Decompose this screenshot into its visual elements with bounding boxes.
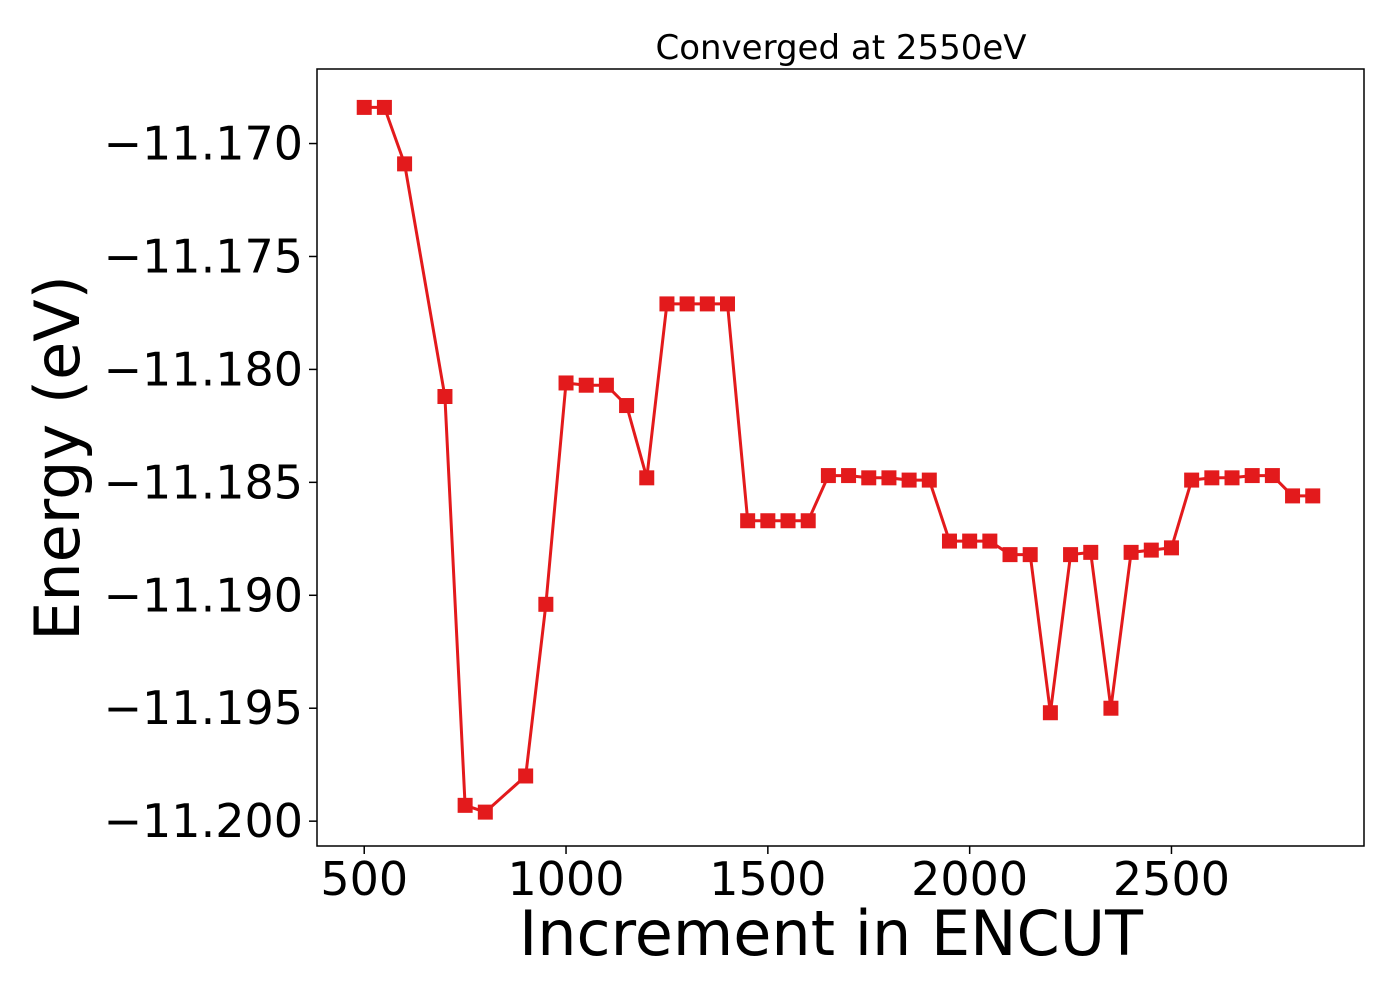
data-point-marker (639, 470, 655, 486)
data-point-marker (941, 533, 957, 549)
data-point-marker (881, 470, 897, 486)
data-point-marker (962, 533, 978, 549)
y-axis: −11.170 −11.175 −11.180 −11.185 −11.190 −11.1… (104, 117, 317, 848)
data-point-marker (1103, 700, 1119, 716)
data-point-marker (820, 468, 836, 484)
data-point-marker (1224, 470, 1240, 486)
data-point-marker (397, 156, 413, 172)
plot-area (356, 99, 1321, 820)
x-tick-label: 500 (320, 852, 408, 906)
data-point-marker (356, 99, 372, 115)
data-point-marker (1143, 542, 1159, 558)
data-point-marker (800, 513, 816, 529)
x-tick-label: 1500 (709, 852, 826, 906)
y-tick-label: −11.190 (104, 568, 304, 622)
data-point-marker (1002, 547, 1018, 563)
data-point-marker (1022, 547, 1038, 563)
data-point-marker (457, 797, 473, 813)
x-axis: 500 1000 1500 2000 2500 (320, 846, 1230, 906)
data-point-marker (376, 99, 392, 115)
y-tick-label: −11.200 (104, 794, 304, 848)
data-point-marker (477, 804, 493, 820)
data-point-marker (901, 472, 917, 488)
data-point-marker (1244, 468, 1260, 484)
data-point-marker (1063, 547, 1079, 563)
y-tick-label: −11.195 (104, 681, 304, 735)
series-line (364, 105, 1313, 814)
data-point-marker (1123, 544, 1139, 560)
y-tick-label: −11.170 (104, 117, 304, 171)
data-point-marker (437, 389, 453, 405)
data-point-marker (861, 470, 877, 486)
y-tick-label: −11.185 (104, 455, 304, 509)
data-point-marker (598, 377, 614, 393)
y-tick-label: −11.180 (104, 342, 304, 396)
data-point-marker (1184, 472, 1200, 488)
y-axis-label: Energy (eV) (21, 275, 94, 641)
data-point-marker (699, 296, 715, 312)
data-point-marker (719, 296, 735, 312)
y-tick-label: −11.175 (104, 229, 304, 283)
data-point-marker (1042, 705, 1058, 721)
data-point-marker (518, 768, 534, 784)
data-point-marker (558, 375, 574, 391)
data-point-marker (679, 296, 695, 312)
data-point-marker (982, 533, 998, 549)
x-tick-label: 1000 (507, 852, 624, 906)
data-point-marker (619, 398, 635, 414)
x-axis-label: Increment in ENCUT (519, 897, 1144, 970)
data-point-marker (578, 377, 594, 393)
data-point-marker (1163, 540, 1179, 556)
data-point-marker (1204, 470, 1220, 486)
x-tick-label: 2500 (1113, 852, 1230, 906)
data-point-marker (921, 472, 937, 488)
data-point-marker (659, 296, 675, 312)
x-tick-label: 2000 (911, 852, 1028, 906)
data-point-marker (1264, 468, 1280, 484)
data-point-marker (780, 513, 796, 529)
data-point-marker (538, 596, 554, 612)
data-point-marker (1305, 488, 1321, 504)
data-point-marker (841, 468, 857, 484)
plot-frame (316, 68, 1365, 847)
data-point-marker (760, 513, 776, 529)
data-point-marker (740, 513, 756, 529)
data-point-marker (1083, 544, 1099, 560)
data-point-marker (1285, 488, 1301, 504)
chart-title: Converged at 2550eV (655, 28, 1026, 68)
